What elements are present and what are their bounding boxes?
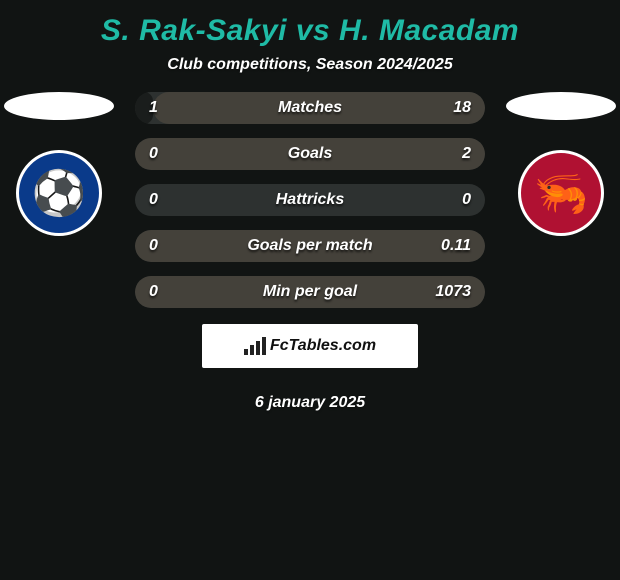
- stat-right-value: 0.11: [441, 237, 471, 255]
- stat-bar: 0Min per goal1073: [135, 276, 485, 308]
- crest-left-icon: ⚽: [32, 167, 87, 219]
- stat-label: Goals: [135, 145, 485, 163]
- page-title: S. Rak-Sakyi vs H. Macadam: [0, 0, 620, 56]
- main-row: ⚽ 1Matches180Goals20Hattricks00Goals per…: [0, 92, 620, 308]
- brand-box[interactable]: FcTables.com: [202, 324, 418, 368]
- stat-bar: 1Matches18: [135, 92, 485, 124]
- stat-right-value: 0: [462, 191, 471, 209]
- stat-right-value: 18: [453, 99, 471, 117]
- stat-bar: 0Goals2: [135, 138, 485, 170]
- chelsea-crest: ⚽: [16, 150, 102, 236]
- player-right-headshot: [506, 92, 616, 120]
- stat-label: Matches: [135, 99, 485, 117]
- date-line: 6 january 2025: [0, 368, 620, 412]
- stat-label: Min per goal: [135, 283, 485, 301]
- stat-label: Hattricks: [135, 191, 485, 209]
- stat-right-value: 1073: [435, 283, 471, 301]
- stat-bar: 0Hattricks0: [135, 184, 485, 216]
- player-right-column: 🦐: [506, 92, 616, 236]
- player-left-headshot: [4, 92, 114, 120]
- comparison-card: S. Rak-Sakyi vs H. Macadam Club competit…: [0, 0, 620, 580]
- stat-label: Goals per match: [135, 237, 485, 255]
- crest-right-icon: 🦐: [534, 167, 589, 219]
- morecambe-crest: 🦐: [518, 150, 604, 236]
- stat-bar: 0Goals per match0.11: [135, 230, 485, 262]
- stat-right-value: 2: [462, 145, 471, 163]
- stats-column: 1Matches180Goals20Hattricks00Goals per m…: [114, 92, 506, 308]
- brand-text: FcTables.com: [270, 337, 376, 355]
- subtitle: Club competitions, Season 2024/2025: [0, 56, 620, 92]
- chart-icon: [244, 337, 266, 355]
- player-left-column: ⚽: [4, 92, 114, 236]
